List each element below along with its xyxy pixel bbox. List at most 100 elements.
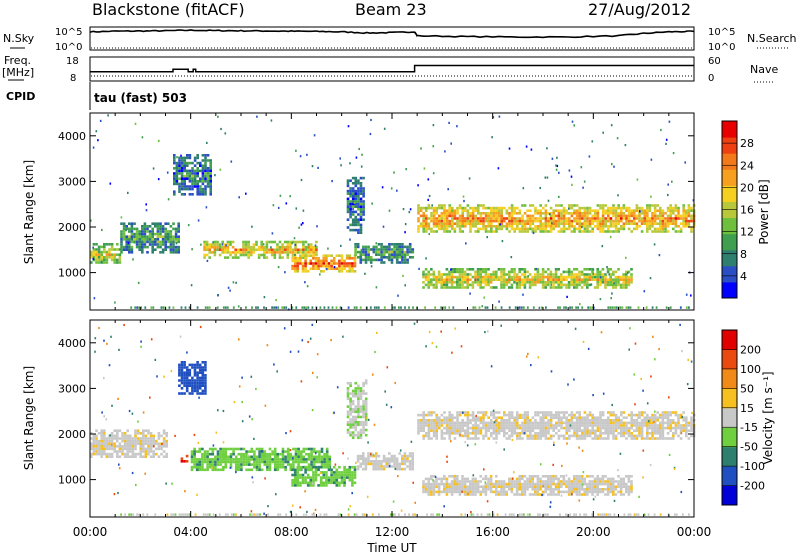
velocity-cell — [601, 419, 605, 422]
power-cell — [573, 227, 576, 231]
power-cell — [490, 209, 493, 212]
power-cell — [393, 171, 395, 174]
power-cell — [196, 306, 199, 309]
velocity-cell — [643, 424, 646, 427]
velocity-cell — [266, 455, 269, 459]
velocity-cell — [661, 432, 665, 435]
velocity-cell — [549, 416, 553, 419]
power-cell — [146, 251, 149, 254]
velocity-cell — [651, 429, 654, 432]
velocity-cell — [607, 411, 610, 414]
power-cell — [435, 283, 438, 287]
velocity-cell — [536, 411, 540, 414]
power-cell — [173, 193, 176, 196]
power-cell — [357, 202, 360, 206]
velocity-cell — [268, 465, 272, 469]
velocity-cell — [302, 460, 306, 464]
velocity-cell — [607, 432, 610, 435]
velocity-cell — [505, 413, 509, 417]
power-cell — [450, 283, 454, 287]
power-cell — [479, 283, 482, 287]
velocity-cell — [348, 465, 352, 469]
power-cell — [354, 243, 357, 246]
velocity-cell — [191, 366, 194, 369]
power-cell — [346, 226, 350, 229]
velocity-cell — [216, 468, 220, 472]
velocity-cell — [476, 482, 480, 486]
velocity-cell — [304, 465, 307, 469]
velocity-cell — [343, 476, 346, 479]
power-cell — [209, 161, 212, 165]
power-cell — [105, 256, 109, 259]
power-cell — [141, 235, 144, 238]
power-cell — [316, 225, 318, 228]
velocity-cell — [560, 424, 563, 427]
power-cell — [477, 230, 480, 233]
power-cell — [151, 243, 154, 246]
power-cell — [523, 222, 527, 225]
power-cell — [427, 281, 430, 284]
velocity-cell — [346, 415, 350, 419]
power-cell — [208, 306, 211, 309]
power-cell — [560, 273, 563, 276]
velocity-cell — [375, 454, 378, 458]
power-cell — [148, 230, 152, 233]
power-cell — [438, 204, 441, 207]
power-cell — [260, 253, 263, 257]
power-cell — [354, 179, 358, 182]
power-cell — [92, 246, 94, 249]
velocity-cell — [458, 421, 462, 425]
power-cell — [226, 245, 230, 249]
power-cell — [309, 267, 313, 270]
power-cell — [435, 225, 438, 228]
velocity-cell — [90, 447, 93, 451]
velocity-cell — [492, 416, 496, 419]
velocity-cell — [149, 450, 153, 453]
velocity-cell — [435, 416, 438, 419]
power-cell — [591, 275, 594, 279]
power-cell — [375, 250, 378, 254]
power-cell — [445, 283, 449, 287]
power-cell — [312, 251, 316, 254]
power-cell — [226, 243, 230, 246]
power-cell — [479, 275, 482, 279]
power-cell — [607, 209, 610, 212]
velocity-cell — [659, 434, 662, 438]
velocity-cell — [362, 467, 365, 471]
velocity-cell — [359, 410, 363, 414]
velocity-cell — [312, 471, 315, 474]
power-cell — [302, 240, 305, 244]
power-cell — [612, 204, 615, 207]
power-cell — [669, 222, 672, 225]
power-cell — [560, 283, 563, 287]
velocity-cell — [284, 458, 287, 461]
power-cell — [312, 267, 315, 270]
power-cell — [291, 257, 294, 260]
power-cell — [346, 192, 350, 195]
velocity-cell — [437, 485, 441, 488]
velocity-cell — [113, 447, 116, 451]
velocity-cell — [682, 426, 685, 430]
velocity-cell — [330, 476, 333, 479]
power-cell — [108, 253, 111, 256]
velocity-cell — [312, 447, 316, 451]
power-cell — [307, 251, 310, 254]
power-cell — [617, 214, 620, 218]
velocity-cell — [659, 429, 662, 432]
velocity-cell — [539, 429, 542, 432]
velocity-cell — [323, 452, 326, 456]
power-cell — [599, 217, 602, 220]
velocity-cell — [196, 366, 199, 369]
velocity-cell — [193, 465, 196, 469]
velocity-cell — [484, 426, 488, 430]
power-cell — [539, 230, 542, 233]
velocity-cell — [463, 488, 467, 491]
velocity-cell — [203, 450, 207, 453]
velocity-cell — [185, 384, 189, 387]
power-cell — [206, 259, 209, 262]
velocity-cell — [687, 421, 691, 425]
velocity-cell — [640, 432, 644, 435]
velocity-cell — [463, 485, 467, 488]
power-cell — [216, 243, 219, 246]
power-cell — [604, 273, 607, 276]
